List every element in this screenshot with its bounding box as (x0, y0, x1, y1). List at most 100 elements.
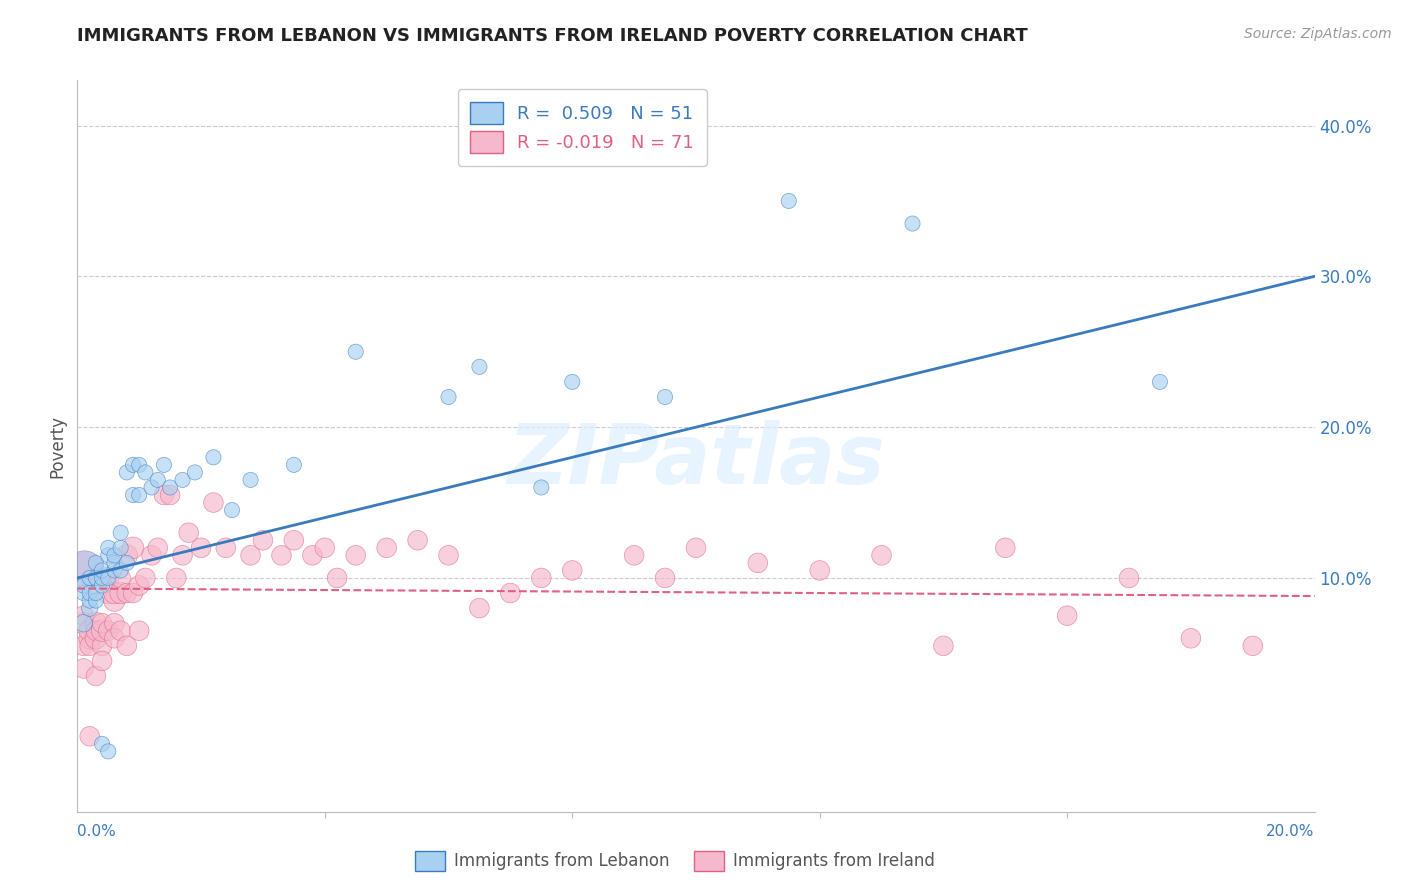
Point (283, 458, 305, 472)
Point (84, 571, 107, 585)
Point (91, 616, 114, 631)
Point (72, 578, 94, 592)
Point (84, 586, 107, 600)
Point (103, 563, 125, 577)
Point (115, 639, 138, 653)
Legend: R =  0.509   N = 51, R = -0.019   N = 71: R = 0.509 N = 51, R = -0.019 N = 71 (457, 89, 706, 166)
Point (115, 586, 138, 600)
Text: ZIPatlas: ZIPatlas (508, 420, 884, 501)
Point (468, 359, 491, 374)
Point (91, 737, 114, 751)
Point (97, 541, 120, 555)
Point (808, 563, 831, 577)
Point (375, 541, 398, 555)
Point (97, 571, 120, 585)
Point (561, 563, 583, 577)
Point (146, 541, 169, 555)
Point (406, 533, 429, 548)
Point (301, 549, 323, 563)
Point (437, 549, 460, 563)
Point (134, 466, 156, 480)
Point (134, 571, 156, 585)
Point (115, 466, 138, 480)
Text: Source: ZipAtlas.com: Source: ZipAtlas.com (1244, 27, 1392, 41)
Y-axis label: Poverty: Poverty (48, 415, 66, 477)
Point (84, 616, 107, 631)
Point (79, 624, 101, 638)
Point (270, 549, 292, 563)
Point (177, 525, 200, 540)
Point (778, 194, 800, 208)
Point (344, 549, 367, 563)
Point (72, 616, 94, 631)
Point (110, 571, 132, 585)
Point (202, 495, 225, 509)
Point (72, 661, 94, 675)
Point (79, 639, 101, 653)
Point (190, 541, 212, 555)
Point (165, 571, 187, 585)
Point (97, 624, 120, 638)
Point (122, 541, 145, 555)
Point (326, 571, 349, 585)
Point (79, 729, 101, 743)
Point (141, 480, 163, 494)
Point (103, 632, 125, 646)
Point (72, 608, 94, 623)
Point (314, 541, 336, 555)
Point (103, 586, 125, 600)
Point (115, 556, 138, 570)
Point (283, 533, 305, 548)
Point (97, 586, 120, 600)
Point (79, 601, 101, 615)
Point (468, 601, 491, 615)
Point (110, 624, 132, 638)
Point (530, 571, 553, 585)
Point (84, 632, 107, 646)
Point (172, 473, 194, 487)
Point (215, 541, 238, 555)
Point (103, 593, 125, 607)
Point (84, 556, 107, 570)
Point (122, 586, 145, 600)
Point (530, 480, 553, 494)
Point (84, 624, 107, 638)
Point (97, 571, 120, 585)
Point (72, 586, 94, 600)
Point (172, 549, 194, 563)
Legend: Immigrants from Lebanon, Immigrants from Ireland: Immigrants from Lebanon, Immigrants from… (406, 842, 943, 880)
Point (654, 571, 676, 585)
Point (153, 488, 176, 502)
Point (91, 578, 114, 592)
Point (239, 473, 262, 487)
Point (110, 541, 132, 555)
Point (623, 549, 645, 563)
Point (870, 549, 893, 563)
Point (72, 563, 94, 577)
Point (115, 549, 138, 563)
Point (654, 390, 676, 404)
Point (103, 616, 125, 631)
Point (72, 639, 94, 653)
Point (239, 549, 262, 563)
Point (747, 556, 769, 570)
Point (159, 488, 181, 502)
Point (499, 586, 522, 600)
Point (79, 571, 101, 585)
Point (128, 488, 150, 502)
Point (561, 375, 583, 389)
Point (91, 639, 114, 653)
Point (184, 466, 207, 480)
Point (159, 480, 181, 494)
Point (84, 669, 107, 683)
Point (103, 556, 125, 570)
Point (72, 616, 94, 631)
Point (1149, 375, 1171, 389)
Point (128, 624, 150, 638)
Text: 0.0%: 0.0% (77, 824, 117, 838)
Point (79, 586, 101, 600)
Point (437, 390, 460, 404)
Point (122, 458, 145, 472)
Text: IMMIGRANTS FROM LEBANON VS IMMIGRANTS FROM IRELAND POVERTY CORRELATION CHART: IMMIGRANTS FROM LEBANON VS IMMIGRANTS FR… (77, 27, 1028, 45)
Point (685, 541, 707, 555)
